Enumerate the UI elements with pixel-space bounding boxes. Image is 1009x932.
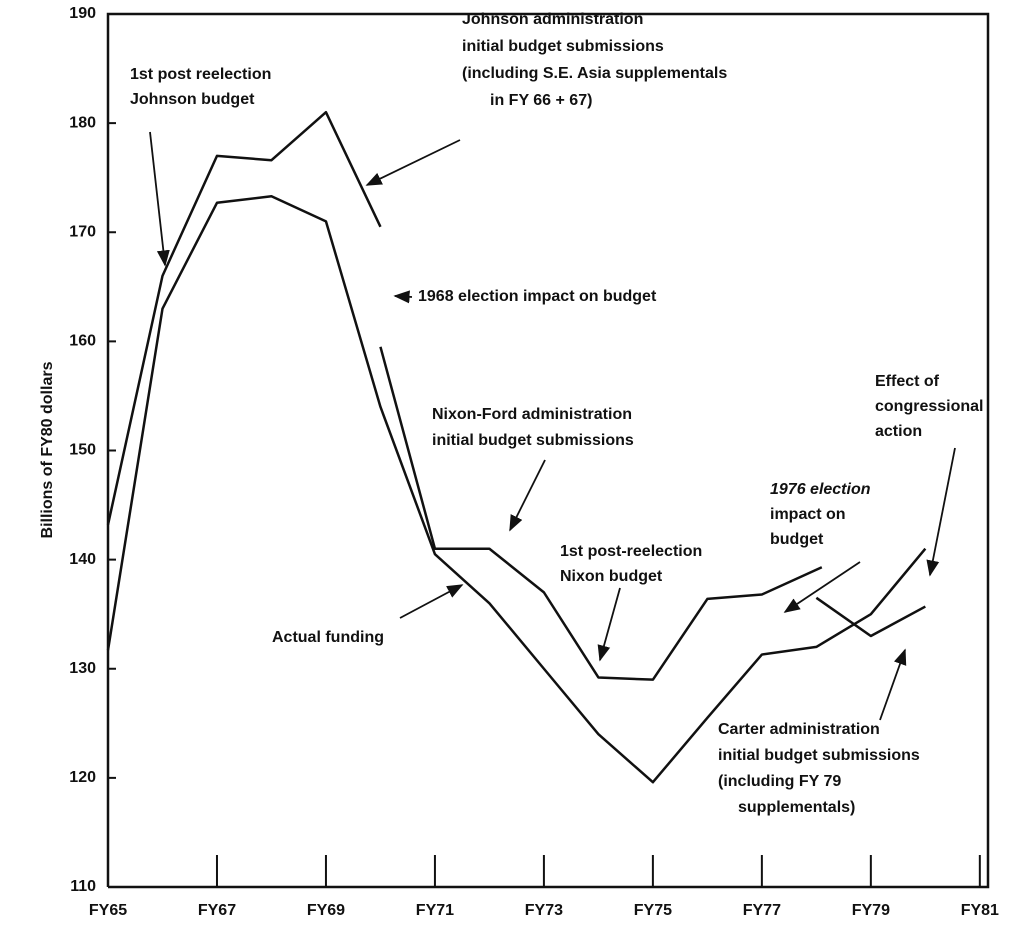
- annotation-arrow: [879, 648, 907, 721]
- annotation-arrow: [399, 584, 464, 619]
- x-tick-label: FY77: [743, 902, 781, 919]
- annotation: 1st post reelection: [130, 66, 271, 83]
- annotation-arrow: [365, 139, 461, 186]
- annotation: Nixon budget: [560, 568, 663, 585]
- plot-frame: [106, 12, 990, 889]
- annotation-arrow: [509, 459, 546, 532]
- annotation: 1976 election: [770, 481, 871, 498]
- series-line: [815, 596, 926, 638]
- annotation: Nixon-Ford administration: [432, 406, 632, 423]
- series-line: [106, 194, 927, 784]
- annotation: Johnson administration: [462, 11, 643, 28]
- annotation: 1968 election impact on budget: [418, 288, 657, 305]
- annotation-arrow: [393, 290, 413, 304]
- annotation: supplementals): [738, 799, 855, 816]
- x-tick-label: FY71: [416, 902, 454, 919]
- y-tick-label: 120: [69, 769, 96, 786]
- x-tick-label: FY79: [852, 902, 890, 919]
- y-tick-label: 170: [69, 223, 96, 240]
- annotation-arrow: [783, 561, 861, 613]
- annotation: Johnson budget: [130, 91, 255, 108]
- y-axis-label: Billions of FY80 dollars: [39, 361, 56, 538]
- y-tick-label: 160: [69, 333, 96, 350]
- annotation: (including FY 79: [718, 773, 841, 790]
- x-tick-label: FY73: [525, 902, 563, 919]
- annotation: action: [875, 423, 922, 440]
- x-tick-label: FY67: [198, 902, 236, 919]
- annotation: Actual funding: [272, 629, 384, 646]
- x-tick-label: FY69: [307, 902, 345, 919]
- y-tick-label: 180: [69, 114, 96, 131]
- annotation: impact on: [770, 506, 846, 523]
- y-tick-label: 150: [69, 442, 96, 459]
- annotation: 1st post-reelection: [560, 543, 702, 560]
- annotation-arrow: [149, 131, 170, 267]
- x-tick-label: FY81: [961, 902, 999, 919]
- annotation: initial budget submissions: [718, 747, 920, 764]
- y-tick-label: 190: [69, 5, 96, 22]
- annotation: in FY 66 + 67): [490, 92, 592, 109]
- annotation: Effect of: [875, 373, 940, 390]
- y-tick-label: 140: [69, 551, 96, 568]
- x-tick-label: FY65: [89, 902, 127, 919]
- annotation: budget: [770, 531, 824, 548]
- annotation: initial budget submissions: [432, 432, 634, 449]
- annotation-arrow: [926, 447, 956, 577]
- annotation-arrow: [597, 587, 621, 662]
- y-tick-label: 130: [69, 660, 96, 677]
- x-tick-label: FY75: [634, 902, 672, 919]
- annotation: congressional: [875, 398, 983, 415]
- annotation: initial budget submissions: [462, 38, 664, 55]
- series-line: [106, 110, 382, 525]
- y-tick-label: 110: [70, 878, 96, 895]
- annotation: (including S.E. Asia supplementals: [462, 65, 727, 82]
- annotation: Carter administration: [718, 721, 880, 738]
- series-line: [379, 346, 823, 681]
